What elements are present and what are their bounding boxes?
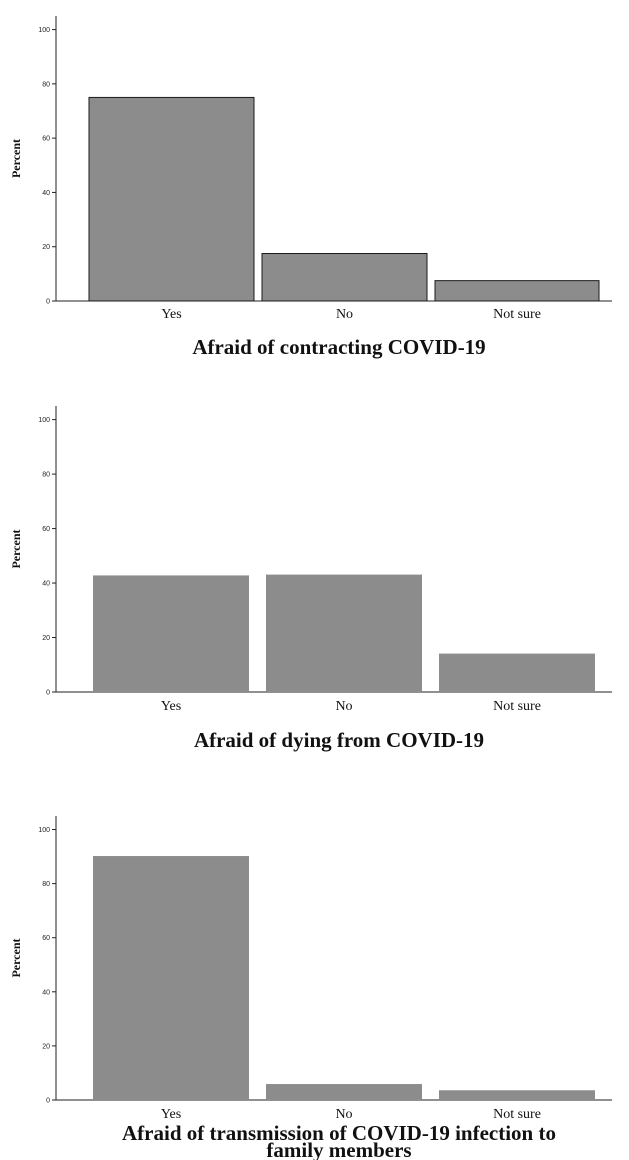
y-tick-label: 20 xyxy=(42,1043,50,1050)
y-tick-label: 80 xyxy=(42,472,50,479)
chart-panel-2: 0 20 40 60 80 100 Percent Yes No Not sure Afraid o… xyxy=(9,406,612,752)
chart-panel-1: 0 20 40 60 80 100 Percent Yes No Not sure Afraid o… xyxy=(9,16,612,359)
bar-not-sure xyxy=(439,1090,595,1100)
y-tick-label: 100 xyxy=(38,417,50,424)
y-tick-label: 0 xyxy=(46,299,50,306)
y-tick-label: 100 xyxy=(38,827,50,834)
x-tick-label: Yes xyxy=(161,699,181,714)
y-axis-label: Percent xyxy=(9,529,23,568)
chart-title: Afraid of transmission of COVID-19 infec… xyxy=(122,1121,556,1145)
y-tick-label: 80 xyxy=(42,881,50,888)
chart-title: Afraid of contracting COVID-19 xyxy=(192,335,485,359)
x-tick-label: Not sure xyxy=(493,1107,541,1122)
bar-yes xyxy=(88,96,255,302)
x-tick-label: Yes xyxy=(161,1107,181,1122)
y-tick-label: 80 xyxy=(42,81,50,88)
chart-title: family members xyxy=(266,1138,411,1160)
x-tick-label: Not sure xyxy=(493,307,541,322)
bar-no xyxy=(266,574,422,692)
y-tick-label: 40 xyxy=(42,581,50,588)
y-tick-label: 20 xyxy=(42,244,50,251)
bar-yes xyxy=(93,856,249,1100)
chart-title: Afraid of dying from COVID-19 xyxy=(194,728,484,752)
y-tick-label: 20 xyxy=(42,635,50,642)
x-tick-label: No xyxy=(335,699,352,714)
bar-yes xyxy=(93,575,249,692)
y-tick-label: 40 xyxy=(42,989,50,996)
y-tick-label: 0 xyxy=(46,1098,50,1105)
y-axis-label: Percent xyxy=(9,938,23,977)
x-tick-label: No xyxy=(335,1107,352,1122)
y-tick-label: 60 xyxy=(42,526,50,533)
x-tick-label: Yes xyxy=(161,307,181,322)
y-tick-label: 100 xyxy=(38,27,50,34)
y-tick-label: 60 xyxy=(42,935,50,942)
y-axis-label: Percent xyxy=(9,139,23,178)
bar-no xyxy=(261,253,428,302)
bar-not-sure xyxy=(434,280,600,302)
x-tick-label: No xyxy=(336,307,353,322)
bar-not-sure xyxy=(439,653,595,692)
x-tick-label: Not sure xyxy=(493,699,541,714)
y-tick-label: 40 xyxy=(42,190,50,197)
y-tick-label: 60 xyxy=(42,136,50,143)
y-tick-label: 0 xyxy=(46,690,50,697)
bar-no xyxy=(266,1084,422,1100)
